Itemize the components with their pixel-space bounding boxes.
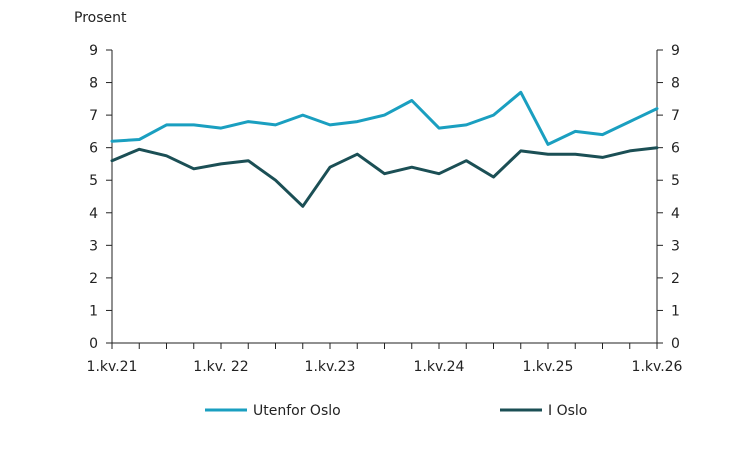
y-tick-label-right: 1: [671, 303, 680, 319]
x-tick-label: 1.kv.21: [87, 359, 138, 375]
x-tick-label: 1.kv.23: [305, 359, 356, 375]
y-tick-label-left: 6: [89, 141, 98, 157]
y-tick-label-left: 9: [89, 43, 98, 59]
y-tick-label-right: 3: [671, 238, 680, 254]
left-y-axis: 0 1 2 3 4 5 6 7 8 9: [89, 43, 113, 352]
x-tick-label: 1.kv.24: [414, 359, 465, 375]
y-tick-label-left: 4: [89, 206, 98, 222]
legend: Utenfor Oslo I Oslo: [205, 403, 587, 419]
series-line-2: [110, 146, 659, 208]
y-tick-label-left: 0: [89, 336, 98, 352]
x-axis: 1.kv.21 1.kv. 22 1.kv.23 1.kv.24 1.kv.25 1.kv…: [87, 342, 683, 375]
y-tick-label-right: 0: [671, 336, 680, 352]
y-tick-label-left: 2: [89, 271, 98, 287]
y-tick-label-right: 5: [671, 173, 680, 189]
series-line-1: [110, 90, 659, 146]
y-tick-label-right: 7: [671, 108, 680, 124]
legend-label-2: I Oslo: [548, 403, 587, 419]
y-tick-label-right: 2: [671, 271, 680, 287]
legend-label-1: Utenfor Oslo: [253, 403, 341, 419]
y-tick-label-right: 8: [671, 76, 680, 92]
y-tick-label-left: 3: [89, 238, 98, 254]
y-tick-label-left: 7: [89, 108, 98, 124]
x-tick-label: 1.kv. 22: [193, 359, 248, 375]
x-tick-label: 1.kv.26: [632, 359, 683, 375]
series-lines: [110, 90, 659, 208]
right-y-axis: 0 1 2 3 4 5 6 7 8 9: [656, 43, 680, 352]
y-tick-label-right: 6: [671, 141, 680, 157]
y-tick-label-left: 1: [89, 303, 98, 319]
x-tick-label: 1.kv.25: [523, 359, 574, 375]
y-tick-label-left: 5: [89, 173, 98, 189]
y-tick-label-left: 8: [89, 76, 98, 92]
y-tick-label-right: 4: [671, 206, 680, 222]
y-axis-unit-label: Prosent: [74, 10, 127, 26]
y-tick-label-right: 9: [671, 43, 680, 59]
